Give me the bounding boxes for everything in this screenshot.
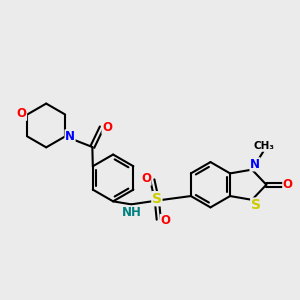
Text: N: N (65, 130, 75, 143)
Text: S: S (152, 192, 162, 206)
Text: O: O (102, 121, 112, 134)
Text: O: O (16, 107, 27, 120)
Text: O: O (283, 178, 293, 191)
Text: CH₃: CH₃ (254, 141, 274, 151)
Text: O: O (141, 172, 151, 185)
Text: N: N (250, 158, 260, 171)
Text: NH: NH (122, 206, 142, 219)
Text: S: S (251, 198, 261, 212)
Text: O: O (160, 214, 170, 227)
